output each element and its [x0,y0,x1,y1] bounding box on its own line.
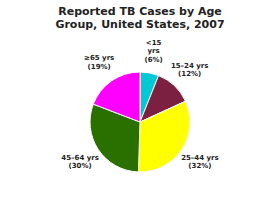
slice-label-line: (6%) [144,56,162,64]
slice-label-line: yrs [148,47,160,55]
title-line: Group, United States, 2007 [55,18,224,31]
slice-label: 45–64 yrs(30%) [61,154,99,171]
slice-label-line: (12%) [178,70,201,78]
slice-labels: <15yrs(6%) 15–24 yrs(12%) 25–44 yrs(32%) 45… [61,39,218,170]
slice-label: ≥65 yrs(19%) [84,54,114,71]
slice-label-line: 15–24 yrs [171,62,209,70]
title: Reported TB Cases by AgeGroup, United St… [55,5,224,31]
slice-label-line: 25–44 yrs [181,154,219,162]
slice-label-line: (32%) [188,162,211,170]
chart-svg: Reported TB Cases by AgeGroup, United St… [0,0,280,210]
pie-slice [93,72,140,122]
pie [90,72,190,172]
slice-label-line: (30%) [68,162,91,170]
title-line: Reported TB Cases by Age [58,5,222,18]
slice-label: 15–24 yrs(12%) [171,62,209,78]
slice-label-line: ≥65 yrs [84,54,114,62]
slice-label-line: (19%) [88,63,111,71]
slice-label: 25–44 yrs(32%) [181,154,219,171]
slice-label: <15yrs(6%) [144,39,162,64]
slice-label-line: <15 [146,39,162,47]
slice-label-line: 45–64 yrs [61,154,99,162]
